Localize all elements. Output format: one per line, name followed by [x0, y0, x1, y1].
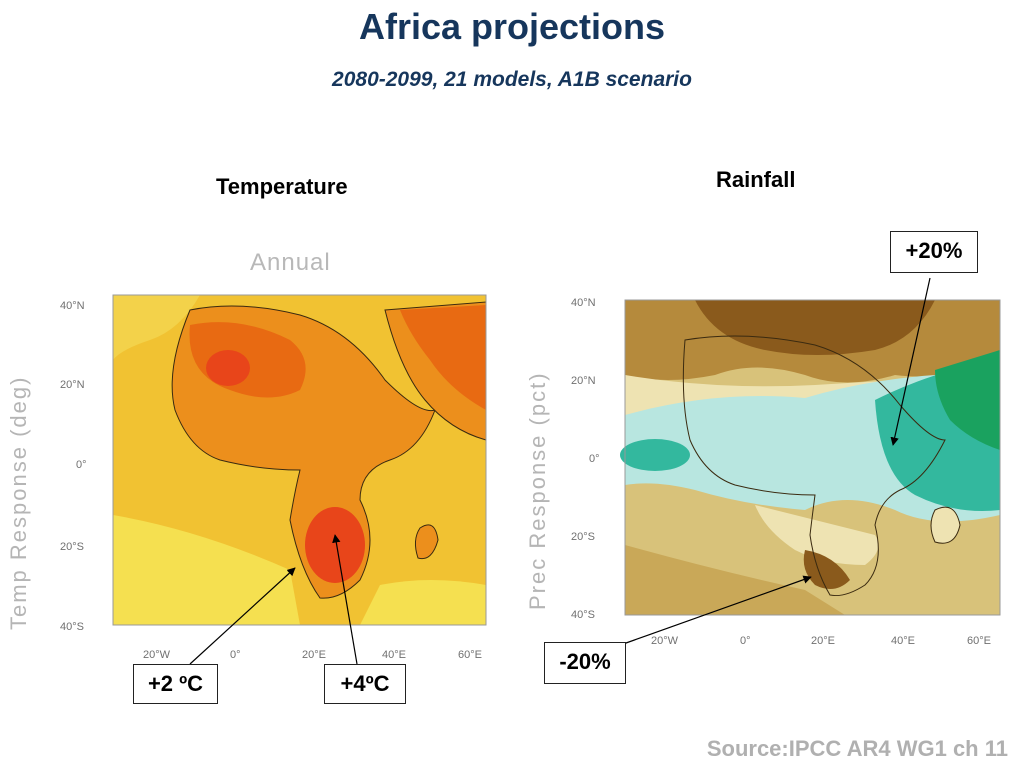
temperature-lat-tick: 20°S: [60, 541, 84, 553]
arrow-plus-20-pct: [890, 277, 931, 446]
arrow-plus-4c: [332, 534, 358, 665]
temperature-map: Annual Temp Response (deg) 40°N 20°N 0° …: [6, 249, 487, 661]
rainfall-lon-tick: 0°: [740, 635, 751, 647]
rainfall-plot-area: [620, 299, 1001, 616]
temperature-lon-tick: 60°E: [458, 649, 482, 661]
temperature-plot-area: [112, 294, 487, 626]
rainfall-heading: Rainfall: [716, 167, 796, 192]
temperature-lon-tick: 40°E: [382, 649, 406, 661]
temperature-lon-tick: 20°E: [302, 649, 326, 661]
temperature-lat-tick: 20°N: [60, 379, 85, 391]
slide-subtitle: 2080-2099, 21 models, A1B scenario: [332, 68, 692, 91]
arrow-plus-2c: [189, 567, 296, 665]
temperature-lon-ticks: 20°W 0° 20°E 40°E 60°E: [143, 649, 482, 661]
rainfall-lat-tick: 20°S: [571, 531, 595, 543]
rainfall-axis-title: Prec Response (pct): [525, 371, 550, 610]
temperature-heading: Temperature: [216, 174, 348, 199]
arrow-minus-20-pct: [611, 575, 812, 649]
temperature-axis-title: Temp Response (deg): [6, 376, 31, 630]
temperature-lat-tick: 0°: [76, 459, 87, 471]
rainfall-lon-tick: 20°E: [811, 635, 835, 647]
temperature-lat-tick: 40°S: [60, 621, 84, 633]
rainfall-lat-tick: 0°: [589, 453, 600, 465]
callout-minus-20-pct: -20%: [544, 642, 626, 684]
source-credit: Source:IPCC AR4 WG1 ch 11: [706, 736, 1008, 761]
rainfall-lon-ticks: 20°W 0° 20°E 40°E 60°E: [651, 635, 991, 647]
rainfall-lat-tick: 20°N: [571, 375, 596, 387]
callout-plus-2c: +2 ºC: [133, 664, 218, 704]
rainfall-map: Prec Response (pct) 40°N 20°N 0° 20°S 40…: [525, 297, 1001, 647]
temperature-lon-tick: 20°W: [143, 649, 171, 661]
rainfall-lat-ticks: 40°N 20°N 0° 20°S 40°S: [571, 297, 600, 621]
rainfall-lon-tick: 60°E: [967, 635, 991, 647]
rainfall-lat-tick: 40°S: [571, 609, 595, 621]
temperature-lat-ticks: 40°N 20°N 0° 20°S 40°S: [60, 300, 87, 633]
callout-plus-20-pct: +20%: [890, 231, 978, 273]
rainfall-lat-tick: 40°N: [571, 297, 596, 309]
rainfall-lon-tick: 20°W: [651, 635, 679, 647]
temperature-lon-tick: 0°: [230, 649, 241, 661]
callout-plus-4c: +4ºC: [324, 664, 406, 704]
temperature-map-title: Annual: [250, 249, 331, 276]
rainfall-lon-tick: 40°E: [891, 635, 915, 647]
temperature-lat-tick: 40°N: [60, 300, 85, 312]
slide-title: Africa projections: [358, 6, 666, 47]
